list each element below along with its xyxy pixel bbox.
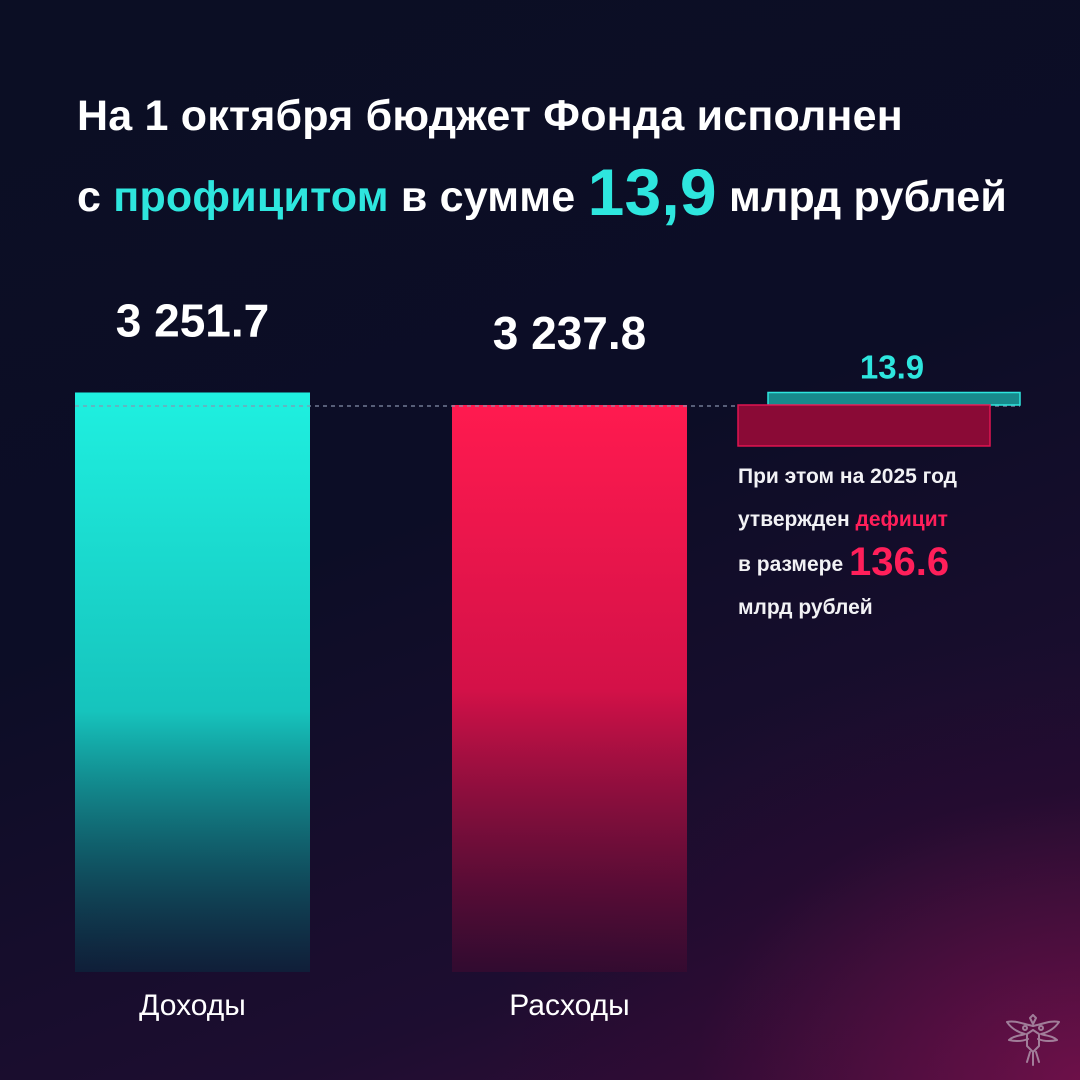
bar-surplus (767, 391, 1021, 406)
note-line-2-prefix: утвержден (738, 508, 856, 531)
bar-income-value-label: 3 251.7 (116, 294, 269, 346)
bar-income (75, 392, 310, 972)
headline-mid: в сумме (388, 173, 588, 221)
note-deficit-value: 136.6 (848, 540, 950, 584)
bar-expense-category-label: Расходы (509, 989, 629, 1022)
note-line-3: в размере 136.6 (738, 541, 1058, 586)
headline-line-1: На 1 октября бюджет Фонда исполнен (77, 92, 903, 140)
headline-suffix: млрд рублей (716, 173, 1007, 221)
double-headed-eagle-emblem-icon (1006, 1014, 1060, 1066)
bar-income-category-label: Доходы (139, 989, 246, 1022)
headline: На 1 октября бюджет Фонда исполнен с про… (77, 78, 1067, 235)
note-line-1: При этом на 2025 год (738, 465, 958, 488)
note-line-2: утвержден дефицит (738, 498, 1058, 541)
bar-deficit-plan (737, 404, 991, 447)
note-deficit-word: дефицит (855, 508, 948, 531)
headline-prefix: с (77, 173, 114, 221)
note-line-4: млрд рублей (738, 596, 873, 619)
bar-surplus-value-label: 13.9 (860, 348, 924, 385)
deficit-note: При этом на 2025 год утвержден дефицит в… (738, 455, 1058, 629)
bar-expense (452, 405, 687, 972)
headline-line-2: с профицитом в сумме 13,9 млрд рублей (77, 154, 1067, 235)
note-line-3-prefix: в размере (738, 553, 849, 576)
headline-accent-word: профицитом (113, 173, 389, 221)
headline-surplus-value: 13,9 (587, 155, 717, 229)
bar-expense-value-label: 3 237.8 (493, 307, 646, 359)
